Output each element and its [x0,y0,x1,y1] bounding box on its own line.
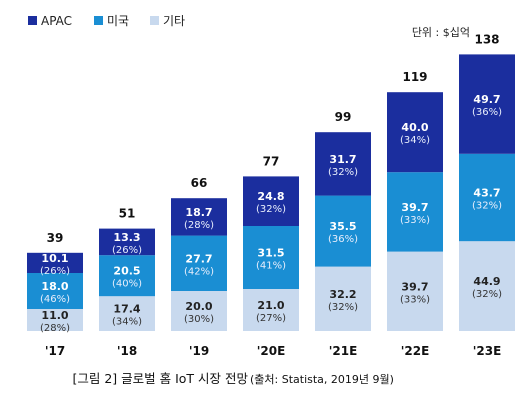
bar-segment-3-1 [243,226,299,289]
caption-source: (출처: Statista, 2019년 9월) [250,373,394,386]
bar-segment-4-1 [315,195,371,267]
bar-segment-1-0 [99,296,155,331]
bar-value-1-2: 13.3 [113,231,140,244]
bar-segment-5-0 [387,251,443,331]
bar-value-2-1: 27.7 [185,252,212,265]
bar-value-3-2: 24.8 [257,190,284,203]
bar-percent-5-0: (33%) [400,294,430,305]
bar-segment-3-2 [243,176,299,226]
bar-value-1-0: 17.4 [113,303,140,316]
x-tick-4: '21E [329,344,358,358]
bar-percent-2-1: (42%) [184,266,214,277]
bar-segment-5-1 [387,172,443,252]
bar-total-6: 138 [474,32,499,46]
legend: APAC 미국 기타 [28,14,185,28]
x-tick-1: '18 [117,344,137,358]
unit-label: 단위 : $십억 [412,26,470,39]
bar-percent-3-1: (41%) [256,261,286,272]
bar-value-2-0: 20.0 [185,300,212,313]
legend-swatch-1 [94,16,103,25]
legend-label-0: APAC [41,14,72,28]
bar-value-4-1: 35.5 [329,220,356,233]
x-tick-6: '23E [473,344,502,358]
bar-segment-5-2 [387,92,443,173]
bar-value-6-2: 49.7 [473,93,500,106]
bar-total-5: 119 [402,70,427,84]
bar-segment-0-1 [27,273,83,309]
bars: 11.0(28%)18.0(46%)10.1(26%)3917.4(34%)20… [27,32,515,334]
x-tick-2: '19 [189,344,209,358]
bar-segment-0-0 [27,309,83,331]
bar-value-0-2: 10.1 [41,252,68,265]
x-axis-ticks: '17 '18 '19 '20E '21E '22E '23E [45,344,501,358]
x-tick-5: '22E [401,344,430,358]
x-tick-3: '20E [257,344,286,358]
bar-segment-3-0 [243,289,299,331]
bar-percent-0-0: (28%) [40,323,70,334]
bar-value-3-1: 31.5 [257,247,284,260]
bar-total-0: 39 [47,231,64,245]
bar-percent-6-0: (32%) [472,289,502,300]
bar-percent-2-2: (28%) [184,220,214,231]
bar-value-0-0: 11.0 [41,309,68,322]
bar-total-4: 99 [335,110,352,124]
legend-label-1: 미국 [107,14,129,28]
caption-title: [그림 2] 글로벌 홈 IoT 시장 전망 [72,371,248,386]
bar-segment-2-0 [171,291,227,331]
bar-percent-6-1: (32%) [472,201,502,212]
bar-segment-6-2 [459,54,515,154]
bar-value-4-0: 32.2 [329,288,356,301]
bar-value-3-0: 21.0 [257,299,284,312]
bar-percent-3-2: (32%) [256,204,286,215]
bar-value-5-1: 39.7 [401,201,428,214]
bar-value-1-1: 20.5 [113,265,140,278]
bar-percent-4-1: (36%) [328,234,358,245]
bar-total-2: 66 [191,176,208,190]
bar-percent-4-0: (32%) [328,302,358,313]
bar-segment-2-2 [171,198,227,236]
bar-segment-6-0 [459,241,515,331]
bar-percent-0-1: (46%) [40,294,70,305]
bar-total-3: 77 [263,154,280,168]
x-tick-0: '17 [45,344,65,358]
bar-value-2-2: 18.7 [185,206,212,219]
bar-segment-0-2 [27,252,83,273]
bar-segment-4-0 [315,266,371,331]
bar-percent-0-2: (26%) [40,266,70,277]
legend-swatch-0 [28,16,37,25]
bar-segment-1-2 [99,228,155,256]
bar-percent-5-2: (34%) [400,135,430,146]
legend-label-2: 기타 [163,14,185,28]
bar-value-4-2: 31.7 [329,153,356,166]
bar-value-5-0: 39.7 [401,280,428,293]
bar-value-6-1: 43.7 [473,187,500,200]
bar-segment-6-1 [459,153,515,242]
bar-percent-1-1: (40%) [112,279,142,290]
bar-segment-4-2 [315,132,371,196]
bar-value-0-1: 18.0 [41,280,68,293]
bar-percent-6-2: (36%) [472,107,502,118]
bar-percent-3-0: (27%) [256,313,286,324]
bar-value-5-2: 40.0 [401,121,428,134]
bar-total-1: 51 [119,207,136,221]
legend-swatch-2 [150,16,159,25]
bar-percent-1-2: (26%) [112,245,142,256]
bar-percent-4-2: (32%) [328,167,358,178]
bar-segment-2-1 [171,235,227,291]
bar-value-6-0: 44.9 [473,275,500,288]
bar-percent-2-0: (30%) [184,314,214,325]
bar-percent-1-0: (34%) [112,317,142,328]
bar-segment-1-1 [99,255,155,297]
bar-percent-5-1: (33%) [400,215,430,226]
